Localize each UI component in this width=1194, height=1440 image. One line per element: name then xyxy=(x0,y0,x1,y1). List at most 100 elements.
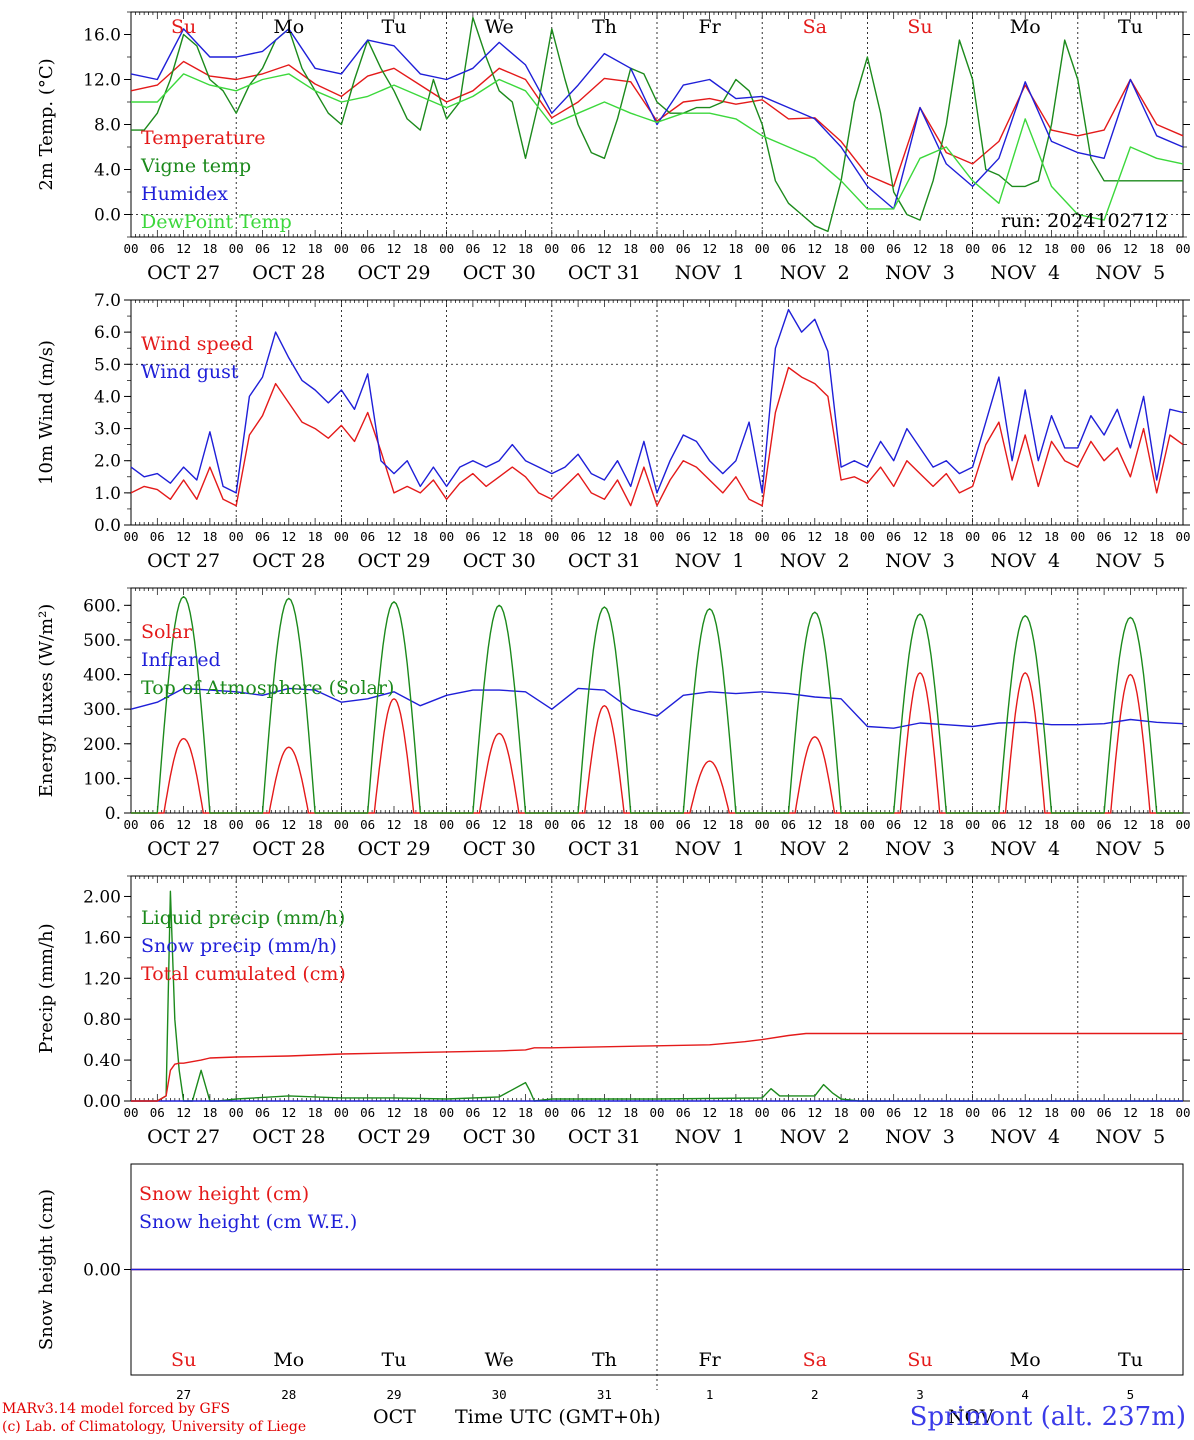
day-number-label: 27 xyxy=(176,1387,191,1402)
series-line-vigne-temp xyxy=(131,16,1183,233)
x-hour-label: 12 xyxy=(281,241,296,256)
x-hour-label: 00 xyxy=(334,241,349,256)
legend-entry: Humidex xyxy=(141,183,228,205)
x-hour-label: 18 xyxy=(413,529,428,544)
y-tick-label: 600. xyxy=(83,596,121,616)
x-hour-label: 06 xyxy=(1097,1105,1112,1120)
series-line-wind-speed xyxy=(130,366,1184,507)
x-hour-label: 00 xyxy=(965,529,980,544)
x-hour-label: 00 xyxy=(755,529,770,544)
day-number-label: 5 xyxy=(1127,1387,1135,1402)
x-hour-label: 06 xyxy=(465,817,480,832)
x-hour-label: 18 xyxy=(1149,817,1164,832)
x-hour-label: 00 xyxy=(860,241,875,256)
x-hour-label: 00 xyxy=(1175,241,1190,256)
x-hour-label: 18 xyxy=(728,529,743,544)
weekday-label: Tu xyxy=(1118,16,1143,38)
x-date-label: NOV 2 xyxy=(780,550,850,572)
legend-entry: Infrared xyxy=(141,649,221,671)
x-hour-label: 18 xyxy=(413,817,428,832)
x-hour-label: 00 xyxy=(123,241,138,256)
legend-entry: Vigne temp xyxy=(140,155,251,177)
legend-entry: Liquid precip (mm/h) xyxy=(141,907,345,929)
y-tick-label: 1.60 xyxy=(83,928,121,948)
x-hour-label: 12 xyxy=(176,529,191,544)
footer-model: MARv3.14 model forced by GFS xyxy=(2,1401,231,1417)
weekday-label: Sa xyxy=(803,16,827,38)
x-hour-label: 06 xyxy=(571,529,586,544)
x-date-label: NOV 4 xyxy=(990,262,1060,284)
x-date-label: NOV 5 xyxy=(1096,550,1166,572)
x-hour-label: 06 xyxy=(255,817,270,832)
x-hour-label: 06 xyxy=(255,241,270,256)
x-hour-label: 06 xyxy=(360,241,375,256)
day-number-label: 2 xyxy=(811,1387,819,1402)
x-hour-label: 12 xyxy=(492,817,507,832)
x-hour-label: 12 xyxy=(176,241,191,256)
y-tick-label: 1.20 xyxy=(83,969,121,989)
y-tick-label: 200. xyxy=(83,735,121,755)
x-date-label: NOV 3 xyxy=(885,1126,955,1148)
time-axis-label: Time UTC (GMT+0h) xyxy=(455,1406,661,1428)
legend-entry: Wind speed xyxy=(141,333,253,355)
x-date-label: OCT 28 xyxy=(252,838,325,860)
legend-entry: Snow precip (mm/h) xyxy=(141,935,337,957)
x-date-label: NOV 3 xyxy=(885,838,955,860)
x-hour-label: 00 xyxy=(755,817,770,832)
weekday-label: Th xyxy=(592,16,617,38)
x-hour-label: 06 xyxy=(150,1105,165,1120)
x-hour-label: 18 xyxy=(834,529,849,544)
x-hour-label: 12 xyxy=(912,817,927,832)
weekday-label: Fr xyxy=(698,1349,721,1371)
y-axis-label: Energy fluxes (W/m²) xyxy=(36,604,57,798)
x-hour-label: 12 xyxy=(281,1105,296,1120)
legend-entry: Total cumulated (cm) xyxy=(141,963,346,985)
x-hour-label: 00 xyxy=(1070,817,1085,832)
x-hour-label: 06 xyxy=(991,817,1006,832)
x-date-label: NOV 4 xyxy=(990,1126,1060,1148)
x-date-label: OCT 30 xyxy=(463,838,536,860)
x-date-label: OCT 27 xyxy=(147,838,220,860)
x-hour-label: 06 xyxy=(781,241,796,256)
x-hour-label: 00 xyxy=(334,1105,349,1120)
x-date-label: NOV 4 xyxy=(990,838,1060,860)
x-date-label: OCT 31 xyxy=(568,838,641,860)
weekday-label: Sa xyxy=(803,1349,827,1371)
weekday-label: Su xyxy=(907,1349,932,1371)
weekday-label: Mo xyxy=(1010,16,1041,38)
x-hour-label: 06 xyxy=(676,529,691,544)
x-hour-label: 06 xyxy=(571,1105,586,1120)
x-hour-label: 00 xyxy=(439,817,454,832)
x-date-label: NOV 2 xyxy=(780,838,850,860)
x-hour-label: 18 xyxy=(939,817,954,832)
y-tick-label: 0.0 xyxy=(94,206,121,226)
x-date-label: OCT 29 xyxy=(357,1126,430,1148)
x-date-label: NOV 4 xyxy=(990,550,1060,572)
day-number-label: 1 xyxy=(706,1387,714,1402)
x-hour-label: 12 xyxy=(597,529,612,544)
x-date-label: NOV 1 xyxy=(675,262,745,284)
y-tick-label: 100. xyxy=(83,769,121,789)
x-date-label: NOV 3 xyxy=(885,550,955,572)
series-line-liquid-precip-mm-h- xyxy=(131,890,1183,1102)
x-hour-label: 06 xyxy=(781,1105,796,1120)
x-hour-label: 06 xyxy=(676,1105,691,1120)
x-hour-label: 18 xyxy=(1149,241,1164,256)
x-hour-label: 18 xyxy=(202,241,217,256)
x-date-label: OCT 27 xyxy=(147,1126,220,1148)
x-date-label: NOV 1 xyxy=(675,838,745,860)
x-hour-label: 00 xyxy=(123,1105,138,1120)
x-hour-label: 18 xyxy=(834,241,849,256)
x-hour-label: 00 xyxy=(649,817,664,832)
x-date-label: NOV 2 xyxy=(780,262,850,284)
x-hour-label: 06 xyxy=(886,529,901,544)
y-tick-label: 6.0 xyxy=(94,323,121,343)
y-tick-label: 4.0 xyxy=(94,387,121,407)
x-hour-label: 18 xyxy=(1044,817,1059,832)
x-hour-label: 18 xyxy=(518,241,533,256)
x-date-label: NOV 1 xyxy=(675,1126,745,1148)
x-hour-label: 18 xyxy=(728,817,743,832)
x-hour-label: 00 xyxy=(965,817,980,832)
weekday-label: Su xyxy=(171,1349,196,1371)
